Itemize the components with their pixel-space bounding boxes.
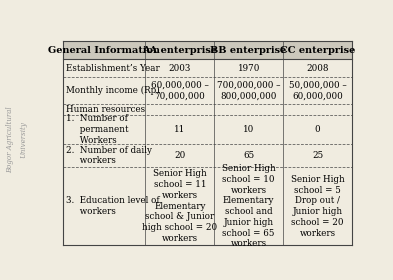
Text: Bogor Agricultural: Bogor Agricultural [6,107,14,173]
Text: 10: 10 [243,125,254,134]
Text: 1.  Number of
     permanent
     Workers: 1. Number of permanent Workers [66,115,129,145]
Text: Monthly income (Rp): Monthly income (Rp) [66,86,160,95]
Text: 1970: 1970 [237,64,260,73]
Text: 60,000,000 –
70,000,000: 60,000,000 – 70,000,000 [151,81,209,100]
Text: 11: 11 [174,125,185,134]
Text: Senior High
school = 5
Drop out /
Junior high
school = 20
workers: Senior High school = 5 Drop out / Junior… [291,175,345,237]
Text: University: University [20,122,28,158]
Text: Human resources: Human resources [66,105,145,114]
Text: AA enterprise: AA enterprise [142,46,217,55]
Text: 20: 20 [174,151,185,160]
Text: General Information: General Information [48,46,160,55]
Text: 2.  Number of daily
     workers: 2. Number of daily workers [66,146,152,165]
Text: BB enterprise: BB enterprise [211,46,287,55]
Text: Senior High
school = 11
workers
Elementary
school & Junior
high school = 20
work: Senior High school = 11 workers Elementa… [142,169,217,243]
Text: 0: 0 [315,125,320,134]
Text: CC enterprise: CC enterprise [280,46,355,55]
Text: 700,000,000 –
800,000,000: 700,000,000 – 800,000,000 [217,81,281,100]
Text: Establishment’s Year: Establishment’s Year [66,64,160,73]
Text: 3.  Education level of
     workers: 3. Education level of workers [66,196,160,216]
Text: 25: 25 [312,151,323,160]
Text: 50,000,000 –
60,000,000: 50,000,000 – 60,000,000 [289,81,347,100]
Text: 2003: 2003 [169,64,191,73]
Text: 65: 65 [243,151,254,160]
Text: Senior High
school = 10
workers
Elementary
school and
Junior high
school = 65
wo: Senior High school = 10 workers Elementa… [222,164,275,248]
Bar [63,41,352,59]
Text: 2008: 2008 [307,64,329,73]
